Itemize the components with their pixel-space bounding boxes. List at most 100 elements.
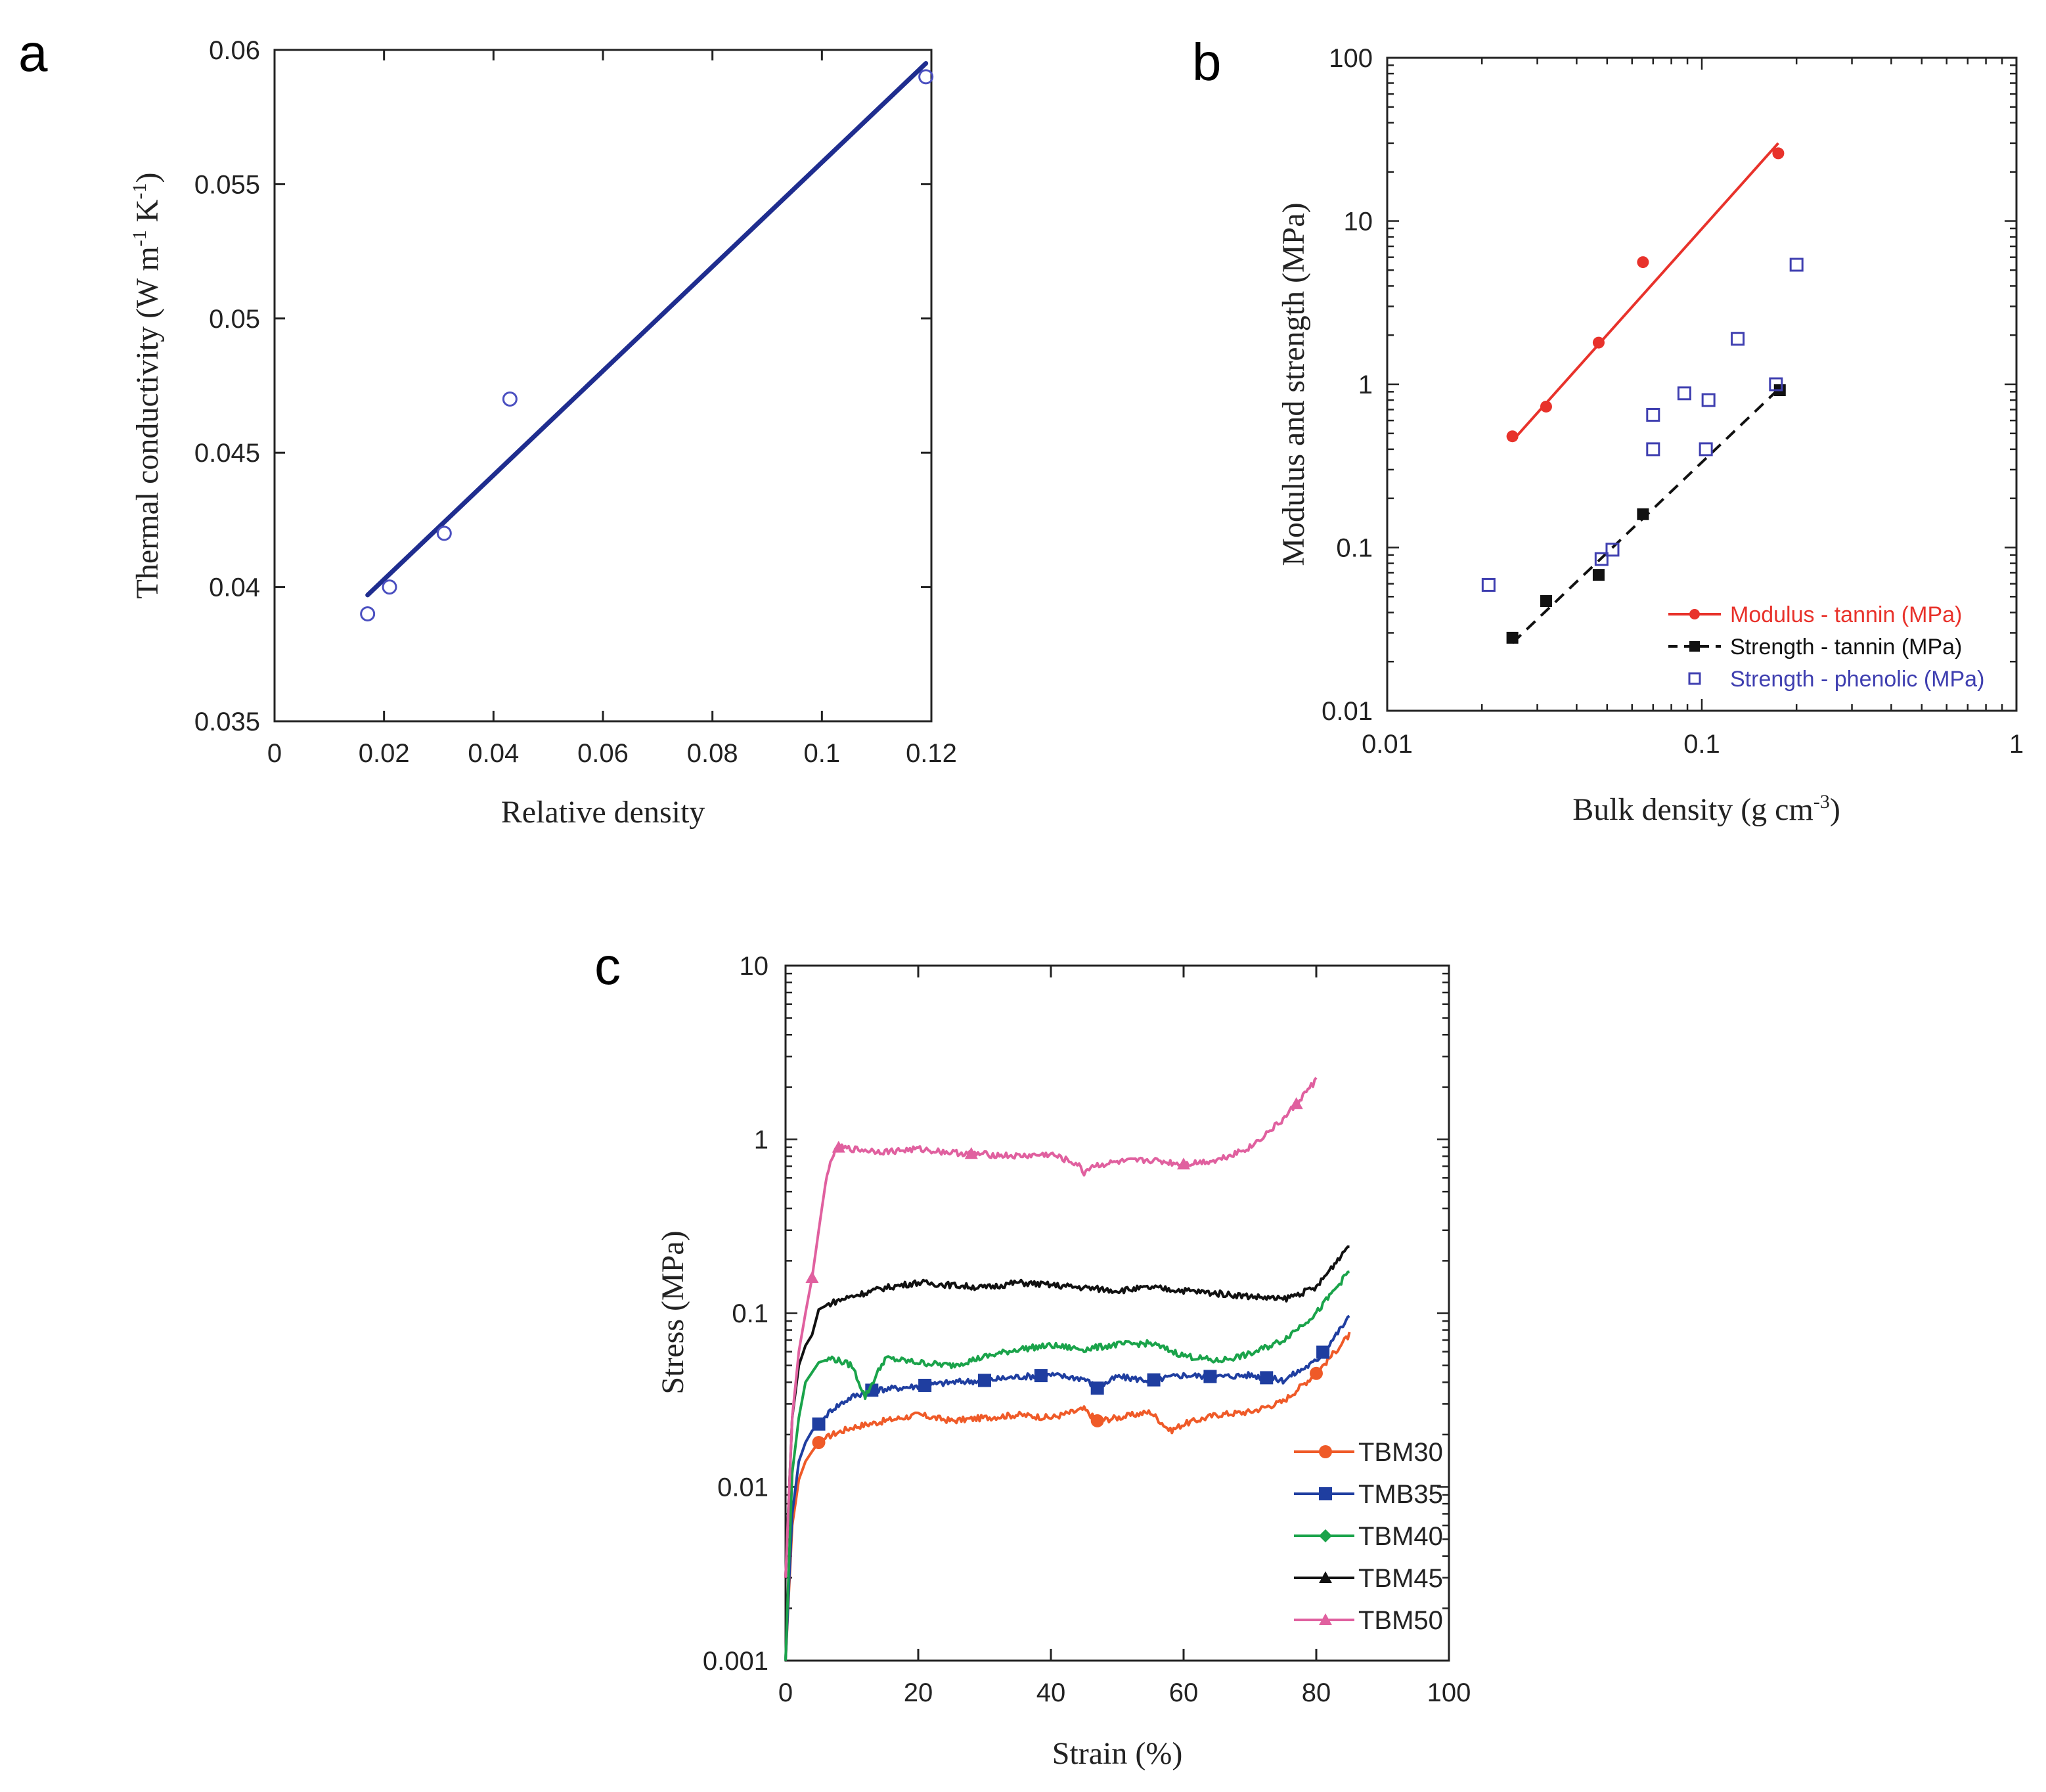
- chart-b-point-series-2: [1594, 552, 1609, 566]
- chart-c-line-TBM40: [784, 1270, 1350, 1661]
- chart-c-line-TBM50: [784, 1077, 1318, 1578]
- chart-c-x-tick-label: 20: [904, 1678, 933, 1707]
- chart-c-x-tick-label: 100: [1427, 1678, 1471, 1707]
- chart-a-fit-line: [365, 60, 929, 598]
- chart-c-line-TBM30: [784, 1332, 1351, 1661]
- chart-c-legend-marker-3: [1319, 1571, 1332, 1583]
- chart-b-point-series-2: [1701, 393, 1716, 407]
- chart-a-ylabel-sup2: -1: [129, 183, 150, 200]
- chart-b-point-series-2: [1731, 332, 1745, 346]
- chart-c-marker-TMB35: [812, 1417, 826, 1431]
- chart-a-y-axis-label: Thermal conductivity (W m-1 K-1): [129, 173, 165, 599]
- chart-c-series-lines: [784, 1077, 1351, 1661]
- chart-c-marker-TMB35: [918, 1378, 932, 1392]
- chart-c-x-tick-label: 40: [1036, 1678, 1066, 1707]
- panel-label-c: c: [594, 937, 621, 995]
- chart-a: 0 0.02 0.04 0.06 0.08 0.1 0.12 0.0350.040.0450…: [129, 36, 957, 830]
- chart-b-point-series-2: [1789, 258, 1804, 272]
- chart-c-marker-TMB35: [1203, 1370, 1217, 1383]
- chart-b-legend-marker-1: [1689, 641, 1700, 652]
- chart-c-y-axis-label: Stress (MPa): [656, 1230, 690, 1394]
- chart-c-marker-TMB35: [1090, 1381, 1104, 1395]
- chart-c-y-ticks: 0.001 0.01 0.1 1 10: [703, 952, 1449, 1676]
- chart-b-legend-label-2: Strength - phenolic (MPa): [1730, 667, 1984, 692]
- chart-a-x-tick-label: 0.12: [906, 739, 957, 768]
- chart-b-xlabel-sup: -3: [1813, 791, 1830, 813]
- chart-c-marker-TBM50: [832, 1140, 845, 1153]
- chart-c-marker-TMB35: [1260, 1371, 1274, 1385]
- chart-c-y-tick-label: 0.001: [703, 1647, 768, 1676]
- chart-c-legend-label-1: TMB35: [1358, 1480, 1443, 1509]
- chart-b-point-series-2: [1605, 543, 1620, 557]
- chart-b-xlabel-end: ): [1830, 792, 1840, 827]
- chart-c-legend-marker-2: [1319, 1529, 1332, 1542]
- chart-a-ylabel-end: ): [130, 173, 165, 183]
- chart-c-marker-TBM50: [1177, 1157, 1190, 1170]
- chart-c-line-TBM45: [784, 1245, 1350, 1578]
- chart-a-x-axis-label: Relative density: [501, 795, 705, 830]
- chart-b-fit-line-0: [1511, 142, 1779, 442]
- chart-a-data-point: [382, 579, 397, 595]
- chart-b-point-series-2: [1646, 442, 1660, 457]
- chart-c-marker-TMB35: [1147, 1373, 1161, 1387]
- chart-a-data-point: [360, 606, 376, 621]
- chart-c-y-tick-label: 1: [754, 1126, 768, 1155]
- chart-b-point-series-2: [1699, 442, 1713, 457]
- chart-b-y-axis-label: Modulus and strength (MPa): [1276, 202, 1311, 566]
- chart-c-marker-TBM30: [1310, 1366, 1323, 1380]
- chart-a-x-tick-label: 0.06: [577, 739, 629, 768]
- chart-a-points: [360, 69, 934, 621]
- chart-a-ylabel-sup1: -1: [129, 230, 150, 246]
- chart-c-legend-label-3: TBM45: [1358, 1564, 1443, 1593]
- chart-a-y-tick-label: 0.06: [209, 36, 260, 65]
- chart-b-legend-label-1: Strength - tannin (MPa): [1730, 635, 1962, 660]
- chart-a-y-tick-label: 0.05: [209, 305, 260, 334]
- chart-b-point-series-1: [1540, 594, 1552, 607]
- chart-c-marker-TBM30: [1090, 1414, 1104, 1427]
- chart-c-legend-label-2: TBM40: [1358, 1522, 1443, 1551]
- chart-c-legend-marker-4: [1319, 1613, 1332, 1625]
- chart-b-point-series-0: [1772, 147, 1785, 160]
- panel-label-b: b: [1192, 33, 1222, 91]
- chart-b-x-axis-label: Bulk density (g cm-3): [1572, 791, 1840, 827]
- chart-b-legend-marker-0: [1689, 609, 1700, 619]
- chart-a-y-tick-label: 0.045: [194, 439, 260, 468]
- chart-a-y-tick-label: 0.035: [194, 707, 260, 736]
- chart-b-points: [1481, 147, 1804, 644]
- chart-c-marker-TBM50: [964, 1147, 978, 1159]
- chart-c-y-tick-label: 10: [740, 952, 769, 981]
- chart-c-marker-TBM30: [812, 1435, 826, 1449]
- chart-c-legend: TBM30 TMB35 TBM40 TBM45 TBM50: [1294, 1438, 1443, 1635]
- chart-b-point-series-2: [1677, 386, 1691, 401]
- chart-b-x-tick-label: 1: [2009, 730, 2024, 759]
- chart-a-ylabel-mid: K: [130, 199, 165, 230]
- chart-b-x-tick-label: 0.01: [1362, 730, 1413, 759]
- chart-a-data-point: [502, 391, 518, 407]
- chart-b-point-series-2: [1769, 377, 1783, 392]
- chart-a-data-point: [918, 69, 934, 85]
- chart-a-x-tick-label: 0.1: [804, 739, 841, 768]
- chart-c-legend-label-4: TBM50: [1358, 1606, 1443, 1635]
- chart-c-x-tick-label: 80: [1302, 1678, 1331, 1707]
- chart-b-xlabel-main: Bulk density (g cm: [1572, 792, 1813, 827]
- chart-a-x-tick-label: 0.08: [687, 739, 738, 768]
- chart-b-point-series-1: [1637, 508, 1649, 520]
- chart-c-x-tick-label: 60: [1169, 1678, 1199, 1707]
- chart-c-line-TMB35: [784, 1314, 1350, 1661]
- chart-c-legend-label-0: TBM30: [1358, 1438, 1443, 1467]
- chart-c-y-tick-label: 0.1: [732, 1299, 768, 1328]
- chart-a-x-ticks: 0 0.02 0.04 0.06 0.08 0.1 0.12: [267, 50, 957, 768]
- chart-c-x-axis-label: Strain (%): [1052, 1736, 1183, 1771]
- chart-b-y-tick-label: 0.1: [1336, 534, 1373, 563]
- chart-c-y-tick-label: 0.01: [717, 1473, 768, 1502]
- chart-c-marker-TBM50: [805, 1271, 819, 1284]
- chart-b-y-tick-label: 1: [1358, 370, 1373, 399]
- chart-c-x-tick-label: 0: [778, 1678, 793, 1707]
- chart-b-point-series-0: [1592, 336, 1605, 349]
- chart-b-point-series-2: [1646, 407, 1660, 422]
- chart-b-point-series-1: [1506, 631, 1519, 644]
- chart-a-ylabel-main: Thermal conductivity (W m: [130, 246, 165, 598]
